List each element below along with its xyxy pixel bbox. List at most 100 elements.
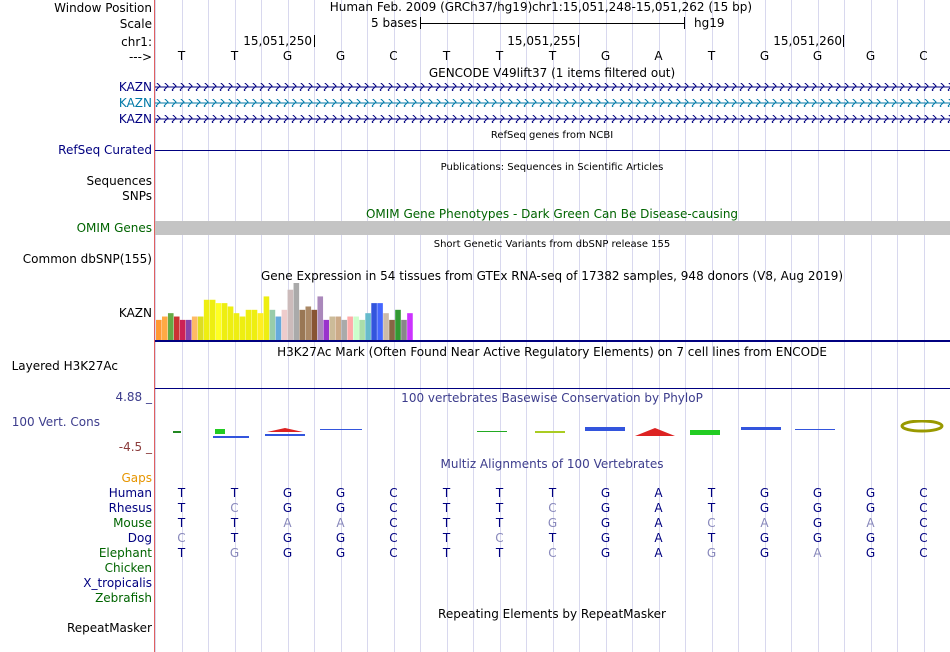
gtex-tissue-bar[interactable]	[311, 309, 318, 340]
base-letter: T	[230, 49, 239, 63]
gtex-tissue-bar[interactable]	[275, 316, 282, 340]
label-snps[interactable]: SNPs	[122, 189, 152, 203]
multiz-track-title[interactable]: Multiz Alignments of 100 Vertebrates	[440, 457, 664, 471]
label-kazn-1[interactable]: KAZN	[118, 80, 152, 94]
gtex-tissue-bar[interactable]	[167, 313, 174, 340]
gtex-tissue-bar[interactable]	[395, 309, 401, 340]
label-sequences[interactable]: Sequences	[86, 174, 152, 188]
gtex-tissue-bar[interactable]	[179, 319, 186, 340]
label-arrow[interactable]: --->	[128, 50, 152, 64]
label-100-vert-cons[interactable]: 100 Vert. Cons	[11, 415, 100, 429]
alignment-base: T	[177, 501, 186, 515]
refseq-track-title[interactable]: RefSeq genes from NCBI	[490, 130, 614, 141]
gtex-tissue-bar[interactable]	[353, 316, 359, 340]
publications-track-title[interactable]: Publications: Sequences in Scientific Ar…	[440, 162, 664, 173]
label-layered-h3k27ac[interactable]: Layered H3K27Ac	[11, 359, 118, 373]
label-kazn-2[interactable]: KAZN	[118, 96, 152, 110]
gtex-tissue-bar[interactable]	[221, 303, 228, 340]
gencode-track-title[interactable]: GENCODE V49lift37 (1 items filtered out)	[428, 66, 676, 80]
alignment-base: C	[177, 531, 186, 545]
gtex-tissue-bar[interactable]	[359, 319, 365, 340]
gtex-tissue-bar[interactable]	[407, 313, 413, 340]
gtex-tissue-bar[interactable]	[197, 316, 204, 340]
refseq-gene-line[interactable]	[155, 150, 950, 151]
species-label[interactable]: Rhesus	[108, 501, 152, 515]
grid-line	[446, 0, 448, 652]
kazn-transcript-3[interactable]	[155, 115, 950, 123]
tick-1	[314, 35, 315, 47]
gtex-tissue-bar[interactable]	[233, 313, 240, 340]
gtex-tissue-bar[interactable]	[191, 316, 198, 340]
gtex-expression-bars[interactable]	[155, 283, 950, 343]
alignment-base: T	[442, 516, 451, 530]
gtex-tissue-bar[interactable]	[215, 303, 222, 340]
label-kazn-3[interactable]: KAZN	[118, 112, 152, 126]
species-label[interactable]: Zebrafish	[95, 591, 152, 605]
species-label[interactable]: Elephant	[98, 546, 152, 560]
conservation-track-title[interactable]: 100 vertebrates Basewise Conservation by…	[401, 391, 703, 405]
base-letter: A	[654, 49, 663, 63]
gtex-tissue-bar[interactable]	[371, 303, 377, 340]
label-gtex-kazn[interactable]: KAZN	[118, 306, 152, 320]
label-repeatmasker[interactable]: RepeatMasker	[66, 621, 152, 635]
label-omim-genes[interactable]: OMIM Genes	[76, 221, 152, 235]
gtex-tissue-bar[interactable]	[156, 319, 162, 340]
gtex-tissue-bar[interactable]	[347, 316, 353, 340]
gtex-tissue-bar[interactable]	[161, 316, 168, 340]
gtex-tissue-bar[interactable]	[401, 319, 407, 340]
species-label[interactable]: Chicken	[104, 561, 152, 575]
alignment-base: A	[654, 516, 663, 530]
gtex-tissue-bar[interactable]	[287, 289, 294, 340]
gtex-tissue-bar[interactable]	[239, 316, 246, 340]
gtex-tissue-bar[interactable]	[329, 316, 336, 340]
gencode-transcripts[interactable]	[155, 80, 950, 130]
gtex-tissue-bar[interactable]	[389, 319, 395, 340]
gtex-tissue-bar[interactable]	[281, 309, 288, 340]
gtex-track-title[interactable]: Gene Expression in 54 tissues from GTEx …	[260, 269, 844, 283]
grid-line	[923, 0, 925, 652]
gtex-tissue-bar[interactable]	[335, 316, 341, 340]
label-scale[interactable]: Scale	[119, 17, 152, 31]
gtex-tissue-bar[interactable]	[227, 306, 234, 340]
species-label[interactable]: Human	[108, 486, 152, 500]
label-refseq-curated[interactable]: RefSeq Curated	[58, 143, 152, 157]
phylop-conservation-glyphs[interactable]	[155, 420, 950, 445]
scale-bar-db: hg19	[694, 16, 725, 30]
gtex-tissue-bar[interactable]	[299, 309, 306, 340]
gtex-tissue-bar[interactable]	[323, 319, 330, 340]
label-common-dbsnp[interactable]: Common dbSNP(155)	[22, 252, 152, 266]
label-gaps[interactable]: Gaps	[121, 471, 152, 485]
gtex-tissue-bar[interactable]	[383, 313, 389, 340]
gtex-tissue-bar[interactable]	[263, 296, 270, 340]
omim-track-title[interactable]: OMIM Gene Phenotypes - Dark Green Can Be…	[365, 207, 739, 221]
alignment-base: G	[865, 486, 876, 500]
label-chr[interactable]: chr1:	[121, 35, 152, 49]
gtex-tissue-bar[interactable]	[203, 299, 210, 340]
repeatmasker-track-title[interactable]: Repeating Elements by RepeatMasker	[438, 607, 666, 621]
gtex-tissue-bar[interactable]	[209, 299, 216, 340]
omim-phenotype-bar[interactable]	[155, 221, 950, 235]
gtex-tissue-bar[interactable]	[365, 313, 371, 340]
gtex-tissue-bar[interactable]	[173, 316, 180, 340]
gtex-tissue-bar[interactable]	[293, 283, 300, 340]
grid-line	[817, 0, 819, 652]
h3k27ac-track-title[interactable]: H3K27Ac Mark (Often Found Near Active Re…	[277, 345, 827, 359]
species-label[interactable]: Dog	[127, 531, 152, 545]
gtex-tissue-bar[interactable]	[341, 319, 347, 340]
gtex-tissue-bar[interactable]	[257, 313, 264, 340]
species-label[interactable]: X_tropicalis	[83, 576, 152, 590]
gtex-tissue-bar[interactable]	[185, 319, 192, 340]
gtex-tissue-bar[interactable]	[245, 309, 252, 340]
gtex-tissue-bar[interactable]	[377, 303, 383, 340]
label-window-position[interactable]: Window Position	[54, 1, 152, 15]
dbsnp-track-title[interactable]: Short Genetic Variants from dbSNP releas…	[433, 239, 671, 250]
species-label[interactable]: Mouse	[113, 516, 152, 530]
gtex-tissue-bar[interactable]	[305, 306, 312, 340]
alignment-base: T	[230, 516, 239, 530]
alignment-base: T	[495, 486, 504, 500]
kazn-transcript-1[interactable]	[155, 83, 950, 91]
gtex-tissue-bar[interactable]	[317, 296, 324, 340]
kazn-transcript-2[interactable]	[155, 99, 950, 107]
gtex-tissue-bar[interactable]	[251, 309, 258, 340]
gtex-tissue-bar[interactable]	[269, 309, 276, 340]
